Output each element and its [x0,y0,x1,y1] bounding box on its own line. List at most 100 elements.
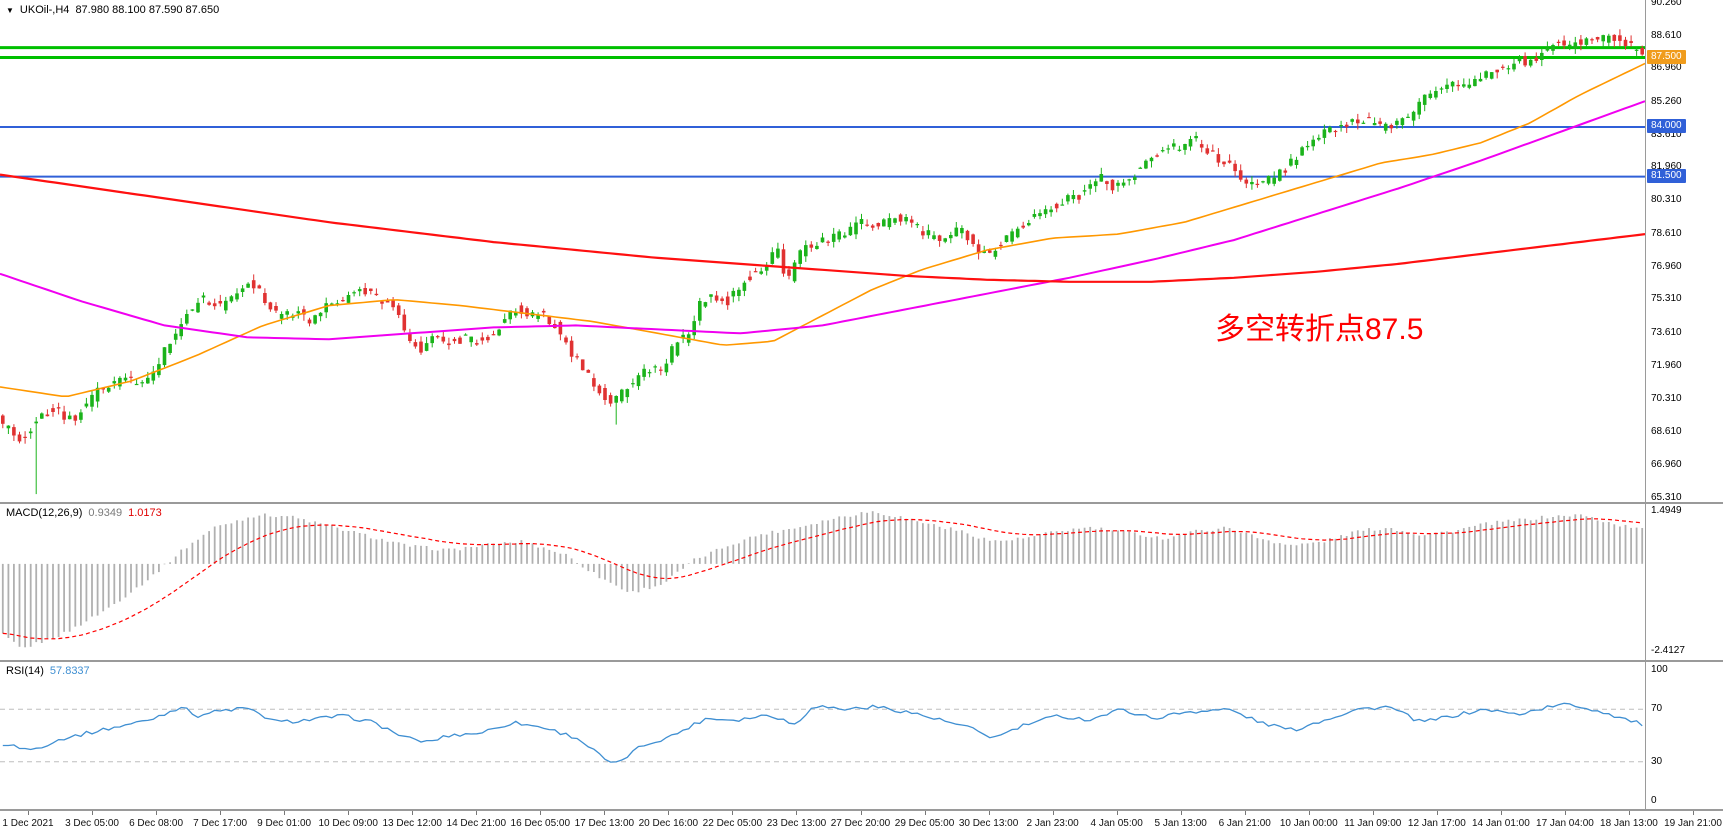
price-axis-label: 78.610 [1651,227,1682,239]
time-axis-tick [732,811,734,815]
time-axis-tick [1116,811,1118,815]
time-axis-tick [604,811,606,815]
time-axis-tick [1693,811,1694,815]
time-axis-label: 4 Jan 05:00 [1090,818,1143,829]
time-axis-label: 20 Dec 16:00 [638,818,699,829]
time-axis-tick [92,811,94,815]
price-tag-87.500[interactable]: 87.500 [1647,49,1686,64]
price-axis-label: 85.260 [1651,95,1682,107]
ohlc-readout: 87.980 88.100 87.590 87.650 [75,4,220,16]
price-axis-label: 88.610 [1651,29,1682,41]
price-axis-label: 81.960 [1651,161,1682,173]
time-axis-tick [1308,811,1310,815]
rsi-axis-label: 100 [1651,664,1668,675]
time-axis-label: 13 Dec 12:00 [382,818,442,829]
time-axis-tick [988,811,990,815]
price-axis-label: 65.310 [1651,491,1682,503]
axis-separator [1645,0,1646,811]
macd-axis-label: -2.4127 [1651,645,1685,657]
price-axis-label: 90.260 [1651,0,1682,8]
time-axis-label: 6 Jan 21:00 [1218,818,1271,829]
rsi-label-row: RSI(14) 57.8337 [6,665,90,677]
time-axis-tick [284,811,286,815]
rsi-axis-label: 70 [1651,703,1663,715]
rsi-value: 57.8337 [49,665,90,677]
price-chart-canvas[interactable] [0,0,1645,502]
macd-axis[interactable]: 1.4949 -2.4127 [1646,504,1723,660]
time-axis-label: 5 Jan 13:00 [1154,818,1207,829]
macd-label: MACD(12,26,9) [6,507,83,519]
time-axis-label: 17 Jan 04:00 [1536,818,1594,829]
time-axis-tick [1244,811,1246,815]
time-axis-tick [1500,811,1502,815]
time-axis-label: 1 Dec 2021 [2,818,54,829]
macd-canvas[interactable] [0,504,1645,660]
rsi-panel[interactable] [0,662,1645,809]
price-axis-label: 71.960 [1651,359,1682,371]
price-axis[interactable]: 90.260 88.610 86.960 85.260 83.610 81.960 80.3… [1646,0,1723,503]
time-axis-tick [924,811,926,815]
time-axis-tick [796,811,798,815]
time-axis-label: 3 Dec 05:00 [65,818,119,829]
time-axis-label: 17 Dec 13:00 [574,818,635,829]
time-axis-tick [1436,811,1438,815]
time-axis[interactable]: 1 Dec 2021 3 Dec 05:00 6 Dec 08:00 7 Dec 17… [0,811,1723,836]
time-axis-label: 10 Jan 00:00 [1279,818,1338,829]
rsi-canvas[interactable] [0,662,1645,809]
time-axis-tick [668,811,670,815]
time-axis-tick [348,811,350,815]
time-axis-tick [1628,811,1630,815]
macd-panel[interactable] [0,504,1645,660]
time-axis-tick [540,811,542,815]
panel-separator[interactable] [0,502,1723,504]
time-axis-tick [860,811,862,815]
price-tag-81.500[interactable]: 81.500 [1647,168,1686,183]
time-axis-label: 18 Jan 13:00 [1600,818,1658,829]
time-axis-label: 12 Jan 17:00 [1407,818,1466,829]
time-axis-tick [1052,811,1054,815]
time-axis-label: 6 Dec 08:00 [129,818,184,829]
rsi-label: RSI(14) [6,665,44,677]
chart-header: ▼ UKOil-,H4 87.980 88.100 87.590 87.650 [6,4,219,16]
macd-axis-label: 1.4949 [1651,505,1682,516]
panel-separator[interactable] [0,809,1723,811]
price-axis-label: 80.310 [1651,194,1682,206]
price-axis-label: 70.310 [1651,392,1682,404]
time-axis-label: 11 Jan 09:00 [1344,818,1402,829]
symbol-period-label: UKOil-,H4 [19,4,70,16]
time-axis-label: 7 Dec 17:00 [193,818,248,829]
macd-main-value: 0.9349 [88,507,123,519]
time-axis-tick [476,811,478,815]
price-axis-label: 75.310 [1651,293,1682,305]
annotation-text[interactable]: 多空转折点87.5 [1215,313,1424,346]
price-chart-panel[interactable] [0,0,1645,502]
price-axis-label: 73.610 [1651,327,1682,339]
price-axis-label: 83.610 [1651,128,1682,140]
price-tag-84.000[interactable]: 84.000 [1647,118,1686,133]
time-axis-tick [1180,811,1182,815]
macd-label-row: MACD(12,26,9) 0.9349 1.0173 [6,507,162,519]
time-axis-label: 2 Jan 23:00 [1026,818,1079,829]
price-axis-label: 66.960 [1651,459,1682,471]
time-axis-tick [412,811,414,815]
time-axis-label: 19 Jan 21:00 [1664,818,1722,829]
time-axis-label: 30 Dec 13:00 [958,818,1019,829]
time-axis-label: 29 Dec 05:00 [894,818,955,829]
time-axis-label: 9 Dec 01:00 [257,818,312,829]
rsi-axis[interactable]: 100 70 30 0 [1646,662,1723,809]
price-axis-label: 86.960 [1651,62,1682,74]
time-axis-label: 23 Dec 13:00 [766,818,827,829]
macd-signal-value: 1.0173 [128,507,162,519]
time-axis-tick [1564,811,1566,815]
time-axis-tick [28,811,29,815]
time-axis-label: 27 Dec 20:00 [830,818,891,829]
time-axis-label: 22 Dec 05:00 [702,818,763,829]
panel-separator[interactable] [0,660,1723,662]
time-axis-tick [1372,811,1374,815]
price-axis-label: 76.960 [1651,260,1682,272]
chart-marker-icon[interactable]: ▼ [6,5,14,15]
time-axis-label: 16 Dec 05:00 [510,818,571,829]
time-axis-label: 14 Dec 21:00 [446,818,507,829]
time-axis-tick [220,811,222,815]
